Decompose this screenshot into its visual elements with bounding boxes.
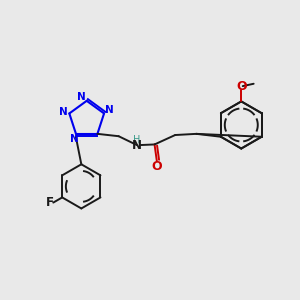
Text: N: N	[77, 92, 86, 102]
Text: N: N	[70, 134, 79, 144]
Text: N: N	[59, 107, 68, 117]
Text: O: O	[236, 80, 247, 93]
Text: N: N	[132, 139, 142, 152]
Text: N: N	[105, 105, 113, 115]
Text: O: O	[152, 160, 162, 173]
Text: F: F	[46, 196, 53, 209]
Text: H: H	[134, 135, 141, 145]
